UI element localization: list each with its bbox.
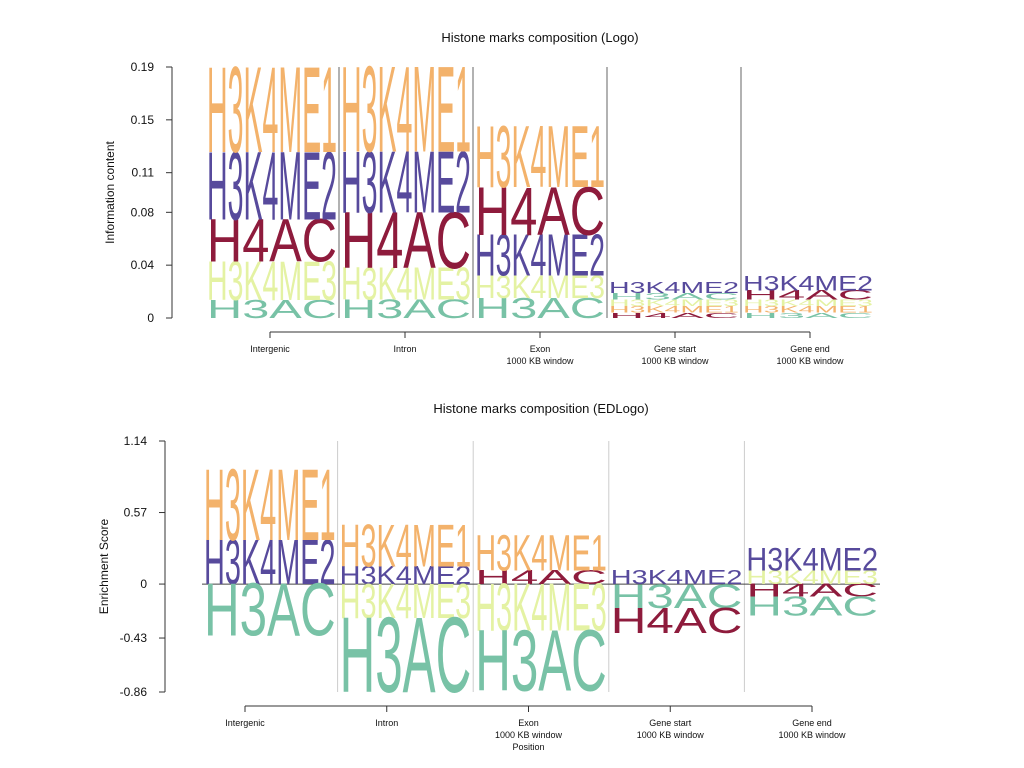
logo-letters: H4AC: [609, 311, 742, 320]
logo-letters: H3K4ME1: [204, 449, 336, 563]
logo-letters: H3K4ME2: [204, 527, 336, 598]
logo-letters: H3K4ME3: [475, 270, 605, 307]
x-tick-label: Intergenic: [225, 718, 265, 728]
x-tick-label: 1000 KB window: [776, 356, 844, 366]
logo-letters: H3K4ME3: [475, 570, 607, 646]
logo-letters: H3AC: [611, 578, 743, 616]
logo-letters: H3K4ME1: [475, 524, 607, 581]
logo-letters: H4AC: [475, 568, 607, 590]
y-tick-label: 0: [147, 311, 154, 325]
y-tick-label: 0: [140, 577, 147, 591]
x-tick-label: 1000 KB window: [506, 356, 574, 366]
logo-letters: H3K4ME3: [341, 259, 471, 310]
y-tick-label: 0.08: [131, 205, 155, 219]
logo-letters: H3AC: [609, 292, 739, 303]
logo-letters: H3AC: [475, 613, 607, 710]
logo-letters: H3K4ME1: [340, 513, 472, 580]
logo-letters: H3K4ME1: [207, 42, 337, 179]
logo-letters: H3K4ME2: [475, 223, 605, 290]
logo-letters: H3K4ME1: [609, 305, 739, 316]
x-tick-label: Intergenic: [250, 344, 290, 354]
logo-letters: H3K4ME3: [746, 568, 878, 590]
logo-letters: H4AC: [341, 196, 471, 286]
logo-letters: H3K4ME2: [341, 134, 471, 232]
logo-letters: H3K4ME1: [475, 109, 605, 207]
logo-letters: H3K4ME2: [609, 279, 739, 297]
logo-letters: H3K4ME2: [746, 542, 878, 579]
logo-letters: H3AC: [341, 295, 471, 324]
x-tick-label: 1000 KB window: [778, 730, 846, 740]
logo-letters: H3AC: [743, 311, 876, 320]
logo-letters: H3K4ME2: [340, 562, 472, 591]
logo-letters: H4AC: [746, 582, 879, 602]
x-tick-label: Gene start: [654, 344, 697, 354]
logo-letters: H4AC: [743, 287, 875, 303]
y-tick-label: -0.43: [120, 631, 148, 645]
x-tick-label: Intron: [375, 718, 398, 728]
logo-letters: H4AC: [207, 207, 337, 275]
logo-letters: H3K4ME3: [743, 298, 875, 309]
logo-letters: H3K4ME3: [609, 298, 741, 309]
logo-letters: H3K4ME3: [207, 251, 337, 312]
chart-title: Histone marks composition (EDLogo): [433, 401, 648, 416]
x-tick-label: Intron: [393, 344, 416, 354]
logo-letters: H3AC: [207, 296, 337, 325]
x-tick-label: 1000 KB window: [637, 730, 705, 740]
x-tick-label: Gene start: [649, 718, 692, 728]
chart-title: Histone marks composition (Logo): [441, 30, 638, 45]
logo-letters: H4AC: [611, 600, 743, 641]
logo-letters: H3AC: [340, 596, 472, 716]
x-tick-label: Exon: [530, 344, 551, 354]
logo-letters: H3AC: [746, 592, 878, 623]
logo-letters: H3AC: [475, 291, 605, 324]
logo-letters: H3K4ME2: [743, 271, 873, 295]
y-tick-label: -0.86: [120, 685, 148, 699]
y-tick-label: 0.15: [131, 113, 155, 127]
y-axis-label: Information content: [103, 140, 117, 243]
y-axis-label: Enrichment Score: [97, 518, 111, 614]
x-tick-label: Exon: [518, 718, 539, 728]
y-tick-label: 1.14: [124, 434, 148, 448]
y-tick-label: 0.19: [131, 60, 155, 74]
logo-letters: H3K4ME1: [743, 305, 873, 316]
y-tick-label: 0.57: [124, 506, 148, 520]
logo-letters: H3K4ME2: [207, 131, 337, 241]
x-tick-label: 1000 KB window: [641, 356, 709, 366]
x-axis-label: Position: [512, 742, 544, 752]
logo-letters: H3K4ME1: [341, 42, 471, 179]
x-tick-label: 1000 KB window: [495, 730, 563, 740]
x-tick-label: Gene end: [792, 718, 832, 728]
logo-letters: H3K4ME3: [340, 574, 472, 629]
x-tick-label: Gene end: [790, 344, 830, 354]
logo-letters: H4AC: [475, 173, 605, 250]
y-tick-label: 0.04: [131, 258, 155, 272]
y-tick-label: 0.11: [132, 166, 155, 180]
logo-letters: H3AC: [204, 570, 336, 653]
logo-letters: H3K4ME2: [611, 568, 743, 590]
